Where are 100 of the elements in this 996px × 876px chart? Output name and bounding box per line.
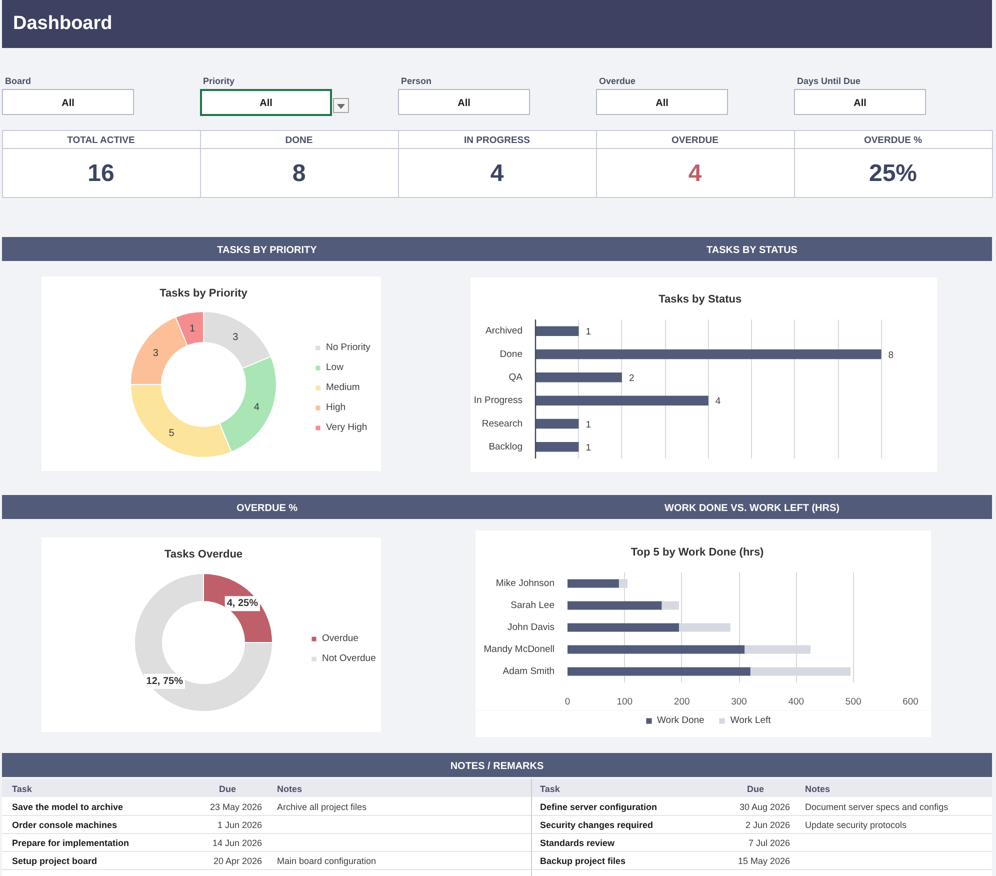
text: NOTES / REMARKS	[450, 761, 544, 772]
text: All	[656, 98, 668, 109]
y-tick-label: Sarah Lee	[510, 600, 555, 611]
bar	[678, 623, 730, 632]
y-tick-label: Adam Smith	[502, 666, 555, 677]
text: 4	[490, 160, 504, 187]
bar	[536, 442, 579, 452]
text: All	[458, 98, 470, 109]
text: 20 Apr 2026	[213, 856, 262, 866]
legend-label: Very High	[326, 420, 368, 434]
bar	[568, 645, 745, 654]
y-tick-label: Backlog	[488, 441, 523, 452]
category-label: Overdue	[599, 76, 636, 86]
y-tick-label: Done	[500, 348, 523, 360]
chart-subtitle: WORK DONE VS. WORK LEFT (HRS)	[664, 503, 840, 514]
x-tick-label: 0	[564, 696, 570, 708]
chart-title: Tasks by Status	[658, 294, 742, 306]
y-tick-label: Research	[482, 418, 523, 430]
bar	[536, 349, 882, 360]
x-tick-label: 200	[674, 696, 690, 708]
y-tick-label: QA	[508, 372, 524, 383]
category-label: Person	[401, 76, 432, 86]
x-tick-label: 600	[902, 696, 918, 708]
text: 1 Jun 2026	[217, 820, 262, 830]
x-tick-label: 400	[788, 696, 804, 708]
legend-label: Work Left	[730, 714, 771, 727]
text: All	[62, 98, 74, 109]
legend-label: Overdue	[322, 632, 358, 645]
category-label: OVERDUE %	[864, 135, 922, 146]
text: All	[854, 98, 866, 109]
y-tick-label: Archived	[486, 326, 523, 337]
y-tick-label: John Davis	[508, 622, 555, 633]
data-label: 2	[628, 372, 634, 384]
data-label: 1	[190, 324, 196, 335]
text: 30 Aug 2026	[739, 802, 790, 812]
category-label: DONE	[285, 135, 313, 146]
text: 7 Jul 2026	[748, 838, 790, 848]
category-label: TOTAL ACTIVE	[67, 135, 135, 146]
text: 16	[88, 160, 114, 187]
text: 23 May 2026	[210, 802, 262, 812]
legend-label: No Priority	[326, 340, 370, 354]
text: Document server specs and configs	[805, 802, 948, 812]
text: Dashboard	[13, 13, 112, 34]
text: Standards review	[540, 838, 615, 848]
y-tick-label: In Progress	[474, 395, 523, 406]
data-label: 8	[888, 350, 894, 361]
legend-label: Low	[326, 360, 344, 374]
category-label: Notes	[805, 784, 830, 794]
text: Security changes required	[540, 820, 654, 830]
bar	[536, 372, 622, 382]
category-label: Due	[746, 784, 764, 794]
text: 14 Jun 2026	[212, 838, 262, 848]
text: Backup project files	[540, 856, 626, 866]
data-label: 1	[586, 326, 592, 338]
data-label: 1	[586, 442, 592, 454]
chart-subtitle: OVERDUE %	[236, 503, 298, 514]
text: All	[260, 98, 272, 109]
category-label: Days Until Due	[797, 76, 861, 86]
y-tick-label: Mandy McDonell	[484, 644, 554, 655]
text: Define server configuration	[540, 802, 658, 812]
chart-title: Top 5 by Work Done (hrs)	[630, 546, 764, 558]
category-label: IN PROGRESS	[464, 135, 530, 146]
category-label: Task	[540, 784, 560, 794]
data-label: 3	[152, 348, 159, 360]
legend-label: High	[326, 400, 346, 414]
legend-label: Not Overdue	[322, 652, 376, 665]
text: Update security protocols	[805, 820, 907, 830]
bar	[750, 667, 850, 676]
text: 4	[688, 160, 702, 187]
text: 2 Jun 2026	[745, 820, 790, 830]
data-label: 5	[168, 428, 175, 439]
y-tick-label: Mike Johnson	[496, 578, 555, 589]
text: Save the model to archive	[12, 802, 124, 812]
data-label: 1	[586, 419, 592, 430]
data-label: 12, 75%	[146, 676, 184, 687]
bar	[662, 601, 679, 610]
chart-subtitle: TASKS BY STATUS	[706, 245, 798, 256]
bar	[568, 601, 662, 610]
text: 25%	[868, 160, 918, 187]
category-label: Board	[5, 76, 32, 86]
category-label: Due	[218, 784, 236, 794]
chart-title: Tasks Overdue	[164, 548, 243, 560]
chart-title: Tasks by Priority	[160, 288, 248, 300]
data-label: 3	[232, 332, 239, 344]
bar	[568, 579, 619, 588]
text: 15 May 2026	[738, 856, 790, 866]
bar	[744, 645, 810, 654]
bar	[536, 326, 579, 336]
text: 8	[292, 160, 306, 187]
bar	[536, 396, 708, 406]
legend-label: Medium	[326, 380, 360, 394]
bar	[568, 623, 679, 632]
text: Archive all project files	[277, 802, 367, 812]
x-tick-label: 100	[616, 696, 633, 708]
data-label: 4, 25%	[226, 598, 258, 610]
legend-label: Work Done	[657, 714, 704, 727]
bar	[568, 667, 750, 676]
x-tick-label: 300	[731, 696, 747, 708]
text: Prepare for implementation	[12, 838, 130, 848]
data-label: 4	[254, 402, 260, 414]
